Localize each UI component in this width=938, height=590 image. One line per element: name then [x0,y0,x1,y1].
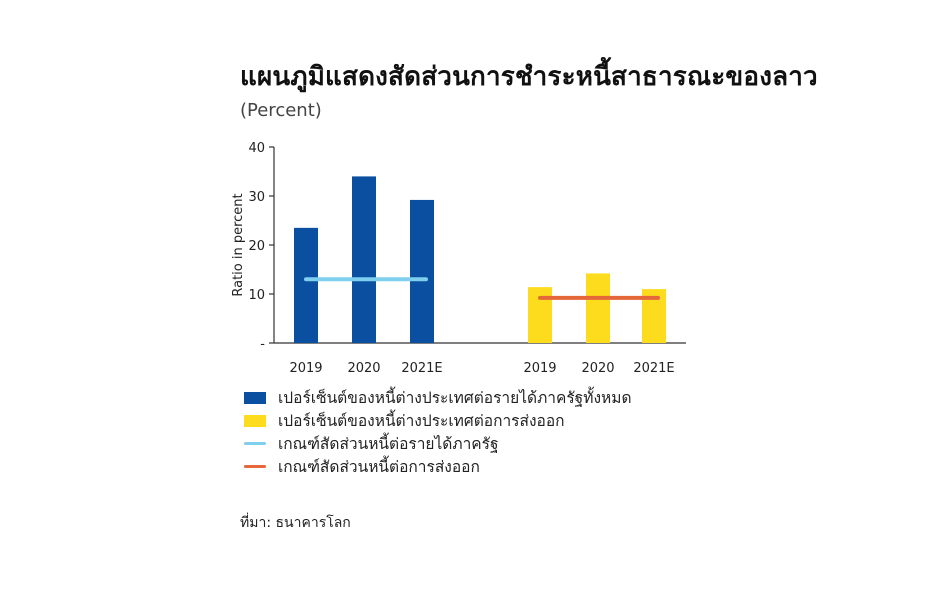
bar-revenue-2019 [294,227,318,343]
x-tick-label: 2019 [289,361,322,376]
legend-item-external-debt-exports: เปอร์เซ็นต์ของหนี้ต่างประเทศต่อการส่งออก [244,409,632,432]
y-tick-label: - [260,337,265,352]
legend-label: เกณฑ์สัดส่วนหนี้ต่อการส่งออก [278,458,480,476]
y-tick-label: 30 [248,190,265,205]
bar-exports-2020 [586,273,610,343]
legend-swatch-lightblue-line [244,442,266,445]
bar-revenue-2020 [352,176,376,343]
bar-exports-2019 [528,287,552,343]
x-tick-label: 2019 [523,361,556,376]
chart-title: แผนภูมิแสดงสัดส่วนการชำระหนี้สาธารณะของล… [240,62,818,92]
legend-item-threshold-exports: เกณฑ์สัดส่วนหนี้ต่อการส่งออก [244,455,632,478]
y-axis-title: Ratio in percent [231,193,246,296]
legend-label: เกณฑ์สัดส่วนหนี้ต่อรายได้ภาครัฐ [278,435,499,453]
bar-revenue-2021e [410,199,434,343]
y-tick-label: 40 [248,141,265,156]
legend-swatch-orange-line [244,465,266,468]
legend-swatch-yellow-bar [244,414,266,427]
x-tick-label: 2021E [633,361,674,376]
source-note: ที่มา: ธนาคารโลก [240,515,351,531]
chart-legend: เปอร์เซ็นต์ของหนี้ต่างประเทศต่อรายได้ภาค… [244,386,632,478]
x-tick-label: 2020 [581,361,614,376]
legend-item-threshold-revenue: เกณฑ์สัดส่วนหนี้ต่อรายได้ภาครัฐ [244,432,632,455]
legend-swatch-blue-bar [244,391,266,404]
legend-label: เปอร์เซ็นต์ของหนี้ต่างประเทศต่อรายได้ภาค… [278,389,632,407]
chart-unit: (Percent) [240,100,322,121]
y-tick-label: 10 [248,288,265,303]
y-tick-label: 20 [248,239,265,254]
legend-label: เปอร์เซ็นต์ของหนี้ต่างประเทศต่อการส่งออก [278,412,565,430]
x-tick-label: 2020 [347,361,380,376]
legend-item-external-debt-revenue: เปอร์เซ็นต์ของหนี้ต่างประเทศต่อรายได้ภาค… [244,386,632,409]
x-tick-label: 2021E [401,361,442,376]
